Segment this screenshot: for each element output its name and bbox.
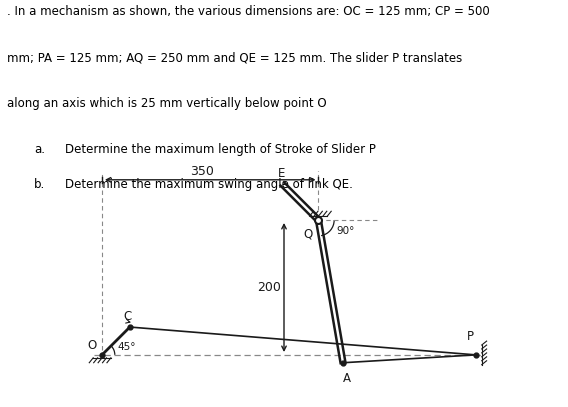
Text: C: C	[124, 310, 132, 323]
Text: along an axis which is 25 mm vertically below point O: along an axis which is 25 mm vertically …	[7, 97, 327, 110]
Text: A: A	[343, 372, 351, 385]
Text: 90°: 90°	[336, 226, 354, 236]
Text: Determine the maximum length of Stroke of Slider P: Determine the maximum length of Stroke o…	[65, 143, 376, 156]
Text: O: O	[88, 339, 97, 352]
Text: 350: 350	[190, 165, 214, 178]
Text: Determine the maximum swing angle of link QE.: Determine the maximum swing angle of lin…	[65, 177, 353, 190]
Text: 200: 200	[257, 281, 281, 294]
Text: E: E	[278, 167, 286, 180]
Text: a.: a.	[34, 143, 45, 156]
Text: P: P	[466, 330, 473, 343]
Text: Q: Q	[303, 228, 312, 241]
Text: . In a mechanism as shown, the various dimensions are: OC = 125 mm; CP = 500: . In a mechanism as shown, the various d…	[7, 6, 490, 18]
Text: b.: b.	[34, 177, 45, 190]
Text: 45°: 45°	[118, 342, 136, 352]
Text: mm; PA = 125 mm; AQ = 250 mm and QE = 125 mm. The slider P translates: mm; PA = 125 mm; AQ = 250 mm and QE = 12…	[7, 51, 462, 64]
